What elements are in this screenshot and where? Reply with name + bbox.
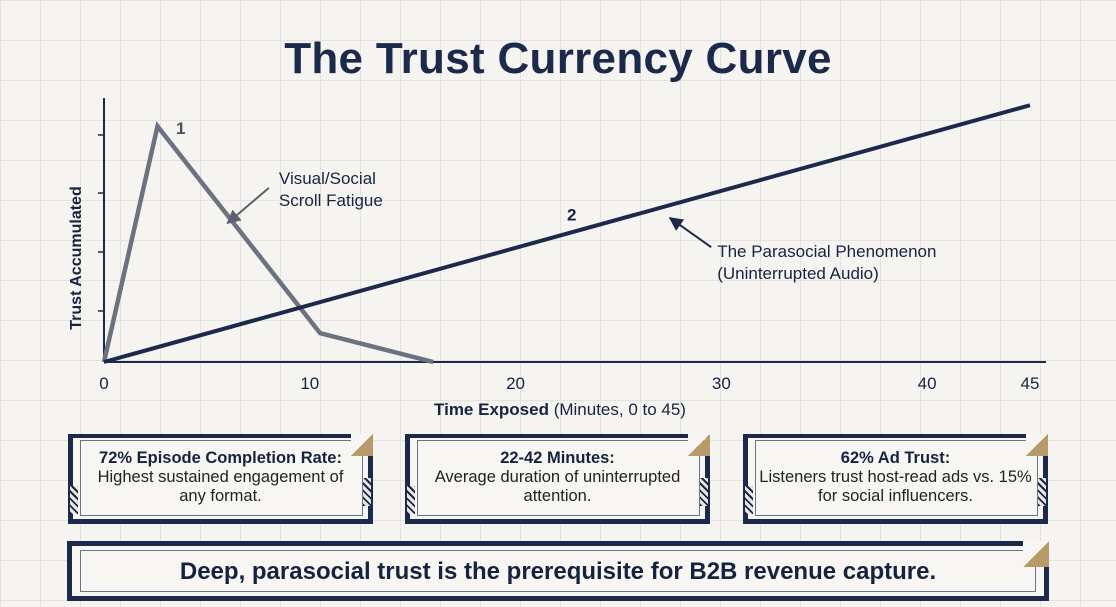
stat-card-body: Average duration of uninterrupted attent… (434, 468, 681, 505)
stat-card-completion: 72% Episode Completion Rate: Highest sus… (68, 434, 373, 524)
stat-card-body: Highest sustained engagement of any form… (97, 468, 344, 505)
conclusion-banner: Deep, parasocial trust is the prerequisi… (67, 541, 1049, 601)
x-axis-label-bold: Time Exposed (434, 400, 549, 419)
chart-labels: 0 10 20 30 40 45 Time Exposed (Minutes, 0 to 4… (68, 186, 1039, 419)
annotation-number: 1 (176, 119, 185, 138)
y-axis-label: Trust Accumulated (68, 186, 85, 329)
stat-card-heading: 22-42 Minutes: (500, 449, 615, 467)
series-line-scroll-fatigue (101, 121, 434, 365)
conclusion-text: Deep, parasocial trust is the prerequisi… (179, 558, 937, 585)
x-axis-label-rest: (Minutes, 0 to 45) (549, 400, 686, 419)
annotation-number: 2 (567, 206, 576, 225)
x-tick-label: 10 (300, 374, 319, 393)
annotation-label-line: Scroll Fatigue (279, 191, 383, 210)
series-line-parasocial (103, 103, 1031, 364)
chart-title: The Trust Currency Curve (284, 34, 832, 83)
annotation-label: The Parasocial Phenomenon (Uninterrupted … (717, 242, 936, 283)
x-tick-label: 0 (99, 374, 108, 393)
chart-series (101, 103, 1031, 365)
x-tick-label: 30 (712, 374, 731, 393)
stat-card-ad-trust: 62% Ad Trust: Listeners trust host-read … (743, 434, 1048, 524)
annotation-label-line: Visual/Social (279, 169, 376, 188)
x-tick-label: 40 (918, 374, 937, 393)
chart-annotations: 1 2 Visual/Social Scroll Fatigue The Parasoc… (176, 119, 936, 283)
annotation-label: Visual/Social Scroll Fatigue (279, 169, 383, 210)
x-tick-label: 20 (506, 374, 525, 393)
chart-axes (98, 98, 1046, 363)
stat-card-heading: 62% Ad Trust: (840, 449, 951, 467)
stat-card-heading: 72% Episode Completion Rate: (99, 449, 342, 467)
x-tick-label: 45 (1021, 374, 1040, 393)
annotation-arrow (226, 187, 270, 225)
stat-card-duration: 22-42 Minutes: Average duration of unint… (405, 434, 710, 524)
annotation-label-line: The Parasocial Phenomenon (717, 242, 936, 261)
annotation-arrow (668, 217, 712, 249)
annotation-label-line: (Uninterrupted Audio) (717, 264, 879, 283)
x-axis-label: Time Exposed (Minutes, 0 to 45) (434, 400, 686, 419)
stat-card-body: Listeners trust host-read ads vs. 15% fo… (759, 468, 1032, 505)
trust-curve-chart: 1 2 Visual/Social Scroll Fatigue The Parasoc… (68, 98, 1046, 419)
